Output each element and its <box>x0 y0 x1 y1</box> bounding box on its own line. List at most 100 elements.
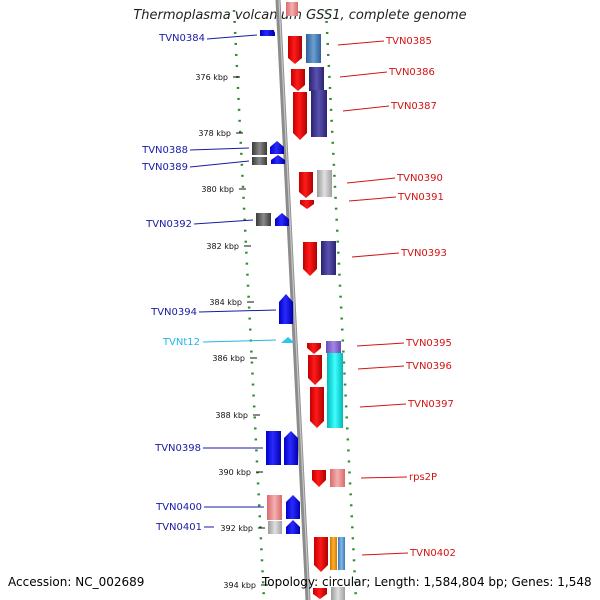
gene-feature[interactable] <box>271 155 285 164</box>
scale-tick: 388 kbp <box>215 411 260 420</box>
gene-feature[interactable] <box>310 387 324 428</box>
gene-label-text[interactable]: TVNt12 <box>162 337 200 348</box>
genome-summary-text: Topology: circular; Length: 1,584,804 bp… <box>262 575 592 589</box>
right-gene-labels: TVN0385 TVN0386 TVN0387 TVN0390 TVN0391 … <box>337 36 456 559</box>
gene-label[interactable]: TVN0386 <box>339 67 435 78</box>
gene-feature[interactable] <box>303 242 317 276</box>
gene-feature[interactable] <box>293 92 307 140</box>
gene-label-text[interactable]: TVN0387 <box>390 101 437 112</box>
tick-label: 378 kbp <box>198 129 231 138</box>
gene-label[interactable]: TVN0390 <box>346 173 443 184</box>
gene-feature[interactable] <box>256 213 271 226</box>
gene-label-text[interactable]: TVN0389 <box>141 162 188 173</box>
scale-tick: 376 kbp <box>195 73 240 82</box>
gene-feature[interactable] <box>299 172 313 198</box>
gene-feature[interactable] <box>270 141 284 154</box>
gene-feature[interactable] <box>313 588 327 599</box>
gene-feature[interactable] <box>321 241 336 275</box>
gene-feature[interactable] <box>331 587 345 600</box>
gene-label[interactable]: TVN0397 <box>359 399 454 410</box>
gene-label-text[interactable]: TVN0385 <box>385 36 432 47</box>
gene-feature[interactable] <box>260 30 274 36</box>
gene-label[interactable]: TVN0395 <box>356 338 452 349</box>
gene-feature[interactable] <box>330 537 337 570</box>
gene-feature[interactable] <box>291 69 305 91</box>
gene-feature[interactable] <box>312 470 326 487</box>
genome-title: Thermoplasma volcanium GSS1, complete ge… <box>133 8 467 23</box>
gene-feature[interactable] <box>275 213 289 226</box>
gene-feature[interactable] <box>300 200 314 209</box>
gene-label-text[interactable]: TVN0392 <box>145 219 192 230</box>
tick-label: 382 kbp <box>206 242 239 251</box>
gene-feature[interactable] <box>252 157 267 165</box>
gene-label[interactable]: TVN0384 <box>158 33 258 44</box>
rna-feature[interactable] <box>281 337 295 343</box>
gene-feature[interactable] <box>284 431 298 465</box>
tick-label: 386 kbp <box>212 354 245 363</box>
gene-feature[interactable] <box>327 353 343 428</box>
gene-feature[interactable] <box>306 34 321 63</box>
accession-text: Accession: NC_002689 <box>8 575 145 589</box>
genome-axis <box>275 0 311 600</box>
gene-label-text[interactable]: TVN0394 <box>150 307 197 318</box>
gene-label[interactable]: TVN0396 <box>357 361 452 372</box>
gene-label-text[interactable]: TVN0396 <box>405 361 452 372</box>
gene-feature[interactable] <box>268 521 282 534</box>
gene-label-text[interactable]: TVN0391 <box>397 192 444 203</box>
gene-feature[interactable] <box>286 2 298 16</box>
gene-feature[interactable] <box>338 537 345 570</box>
scale-tick: 386 kbp <box>212 354 257 363</box>
scale: 376 kbp 378 kbp 380 kbp 382 kbp 384 kbp … <box>195 73 268 590</box>
gene-label[interactable]: TVN0392 <box>145 219 254 230</box>
gene-label-text[interactable]: TVN0400 <box>155 502 202 513</box>
gene-label-text[interactable]: TVN0384 <box>158 33 205 44</box>
gene-feature[interactable] <box>279 294 293 324</box>
gene-feature[interactable] <box>267 495 282 520</box>
gene-label-text[interactable]: TVN0393 <box>400 248 447 259</box>
gene-feature[interactable] <box>308 355 322 385</box>
gene-label[interactable]: rps2P <box>360 472 437 483</box>
gene-feature[interactable] <box>307 343 321 354</box>
gene-label[interactable]: TVN0388 <box>141 145 250 156</box>
gene-feature[interactable] <box>266 431 281 465</box>
gene-feature[interactable] <box>286 520 300 534</box>
left-gene-labels: TVN0384 TVN0388 TVN0389 TVN0392 TVN0394 … <box>141 33 277 533</box>
gene-label-text[interactable]: TVN0390 <box>396 173 443 184</box>
gene-label[interactable]: TVN0391 <box>348 192 444 203</box>
gene-label[interactable]: TVN0401 <box>155 522 214 533</box>
tick-label: 390 kbp <box>218 468 251 477</box>
gene-label-text[interactable]: TVN0397 <box>407 399 454 410</box>
gene-feature[interactable] <box>330 469 345 487</box>
tick-label: 388 kbp <box>215 411 248 420</box>
gene-feature[interactable] <box>309 67 324 91</box>
gene-feature[interactable] <box>326 341 341 353</box>
gene-label-text[interactable]: TVN0398 <box>154 443 201 454</box>
gene-feature[interactable] <box>317 170 332 197</box>
gene-label[interactable]: TVN0398 <box>154 443 263 454</box>
gene-feature[interactable] <box>286 495 300 519</box>
scale-tick: 382 kbp <box>206 242 251 251</box>
gene-label-text[interactable]: rps2P <box>409 472 437 483</box>
gene-label[interactable]: TVN0400 <box>155 502 264 513</box>
scale-tick: 394 kbp <box>223 581 268 590</box>
gene-label[interactable]: TVN0402 <box>361 548 456 559</box>
gene-label[interactable]: TVN0389 <box>141 160 250 173</box>
gene-label-text[interactable]: TVN0386 <box>388 67 435 78</box>
gene-label-text[interactable]: TVN0401 <box>155 522 202 533</box>
gene-label-text[interactable]: TVN0402 <box>409 548 456 559</box>
scale-tick: 380 kbp <box>201 185 246 194</box>
tick-label: 376 kbp <box>195 73 228 82</box>
gene-label[interactable]: TVNt12 <box>162 337 277 348</box>
gene-feature[interactable] <box>311 90 327 137</box>
gene-label-text[interactable]: TVN0388 <box>141 145 188 156</box>
gene-feature[interactable] <box>288 36 302 64</box>
gene-label[interactable]: TVN0387 <box>342 101 437 112</box>
gene-label[interactable]: TVN0393 <box>351 248 447 259</box>
gene-features <box>252 2 345 600</box>
gene-feature[interactable] <box>252 142 267 155</box>
gene-label[interactable]: TVN0394 <box>150 307 277 318</box>
gene-label-text[interactable]: TVN0395 <box>405 338 452 349</box>
gene-feature[interactable] <box>314 537 328 572</box>
gene-label[interactable]: TVN0385 <box>337 36 432 47</box>
tick-label: 394 kbp <box>223 581 256 590</box>
